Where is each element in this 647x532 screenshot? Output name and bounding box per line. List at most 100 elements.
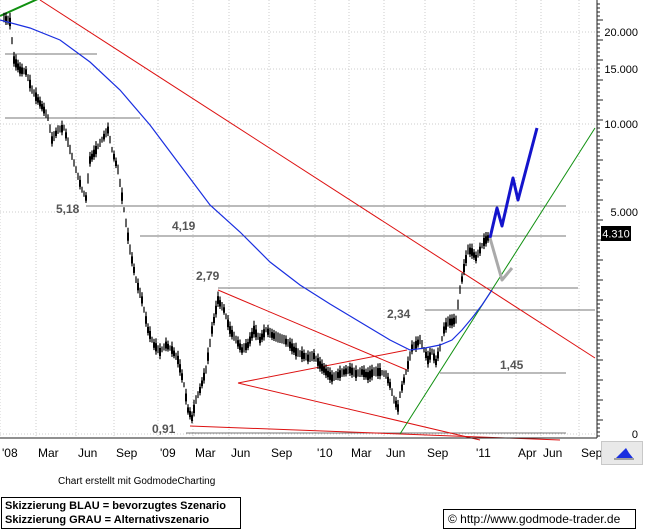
price-candle-body: [343, 369, 345, 375]
price-candle-body: [261, 333, 263, 340]
last-price-value: 4.310: [602, 229, 630, 241]
price-candle-body: [147, 326, 149, 333]
price-candle-body: [189, 410, 191, 418]
level-label: 0,91: [152, 422, 176, 436]
source-url[interactable]: © http://www.godmode-trader.de: [443, 509, 636, 529]
price-candle-body: [85, 195, 87, 201]
x-tick-label: '09: [160, 446, 176, 460]
price-candle-body: [291, 343, 293, 352]
level-label: 4,19: [172, 219, 196, 233]
price-candle-body: [469, 247, 471, 255]
price-candle-body: [193, 404, 195, 414]
price-candle-body: [21, 67, 23, 74]
price-candle-body: [253, 325, 255, 335]
scenarios: [488, 127, 539, 282]
price-candle-body: [191, 415, 193, 421]
price-candle-body: [367, 372, 369, 380]
price-candle-body: [15, 59, 17, 68]
price-candle-body: [79, 179, 81, 187]
x-tick-label: '10: [317, 446, 333, 460]
price-candle-body: [451, 318, 453, 326]
scenario-legend: Skizzierung BLAU = bevorzugtes Szenario …: [1, 497, 241, 529]
price-candle-body: [41, 104, 43, 110]
price-candle-body: [411, 344, 413, 352]
price-candle-body: [229, 326, 231, 334]
price-candle-body: [433, 353, 435, 361]
chart-navigation-button[interactable]: [601, 441, 643, 465]
price-candle-body: [29, 79, 31, 89]
x-tick-label: Jun: [78, 446, 97, 460]
price-candle-body: [355, 370, 357, 378]
x-tick-label: Sep: [116, 446, 138, 460]
price-candle-body: [427, 355, 429, 365]
price-candle-body: [329, 372, 331, 380]
price-candle-body: [187, 407, 189, 413]
price-candle-body: [207, 352, 209, 361]
x-tick-label: Mar: [351, 446, 372, 460]
price-candle-body: [141, 296, 143, 304]
price-candle-body: [483, 238, 485, 246]
price-candle-body: [89, 156, 91, 164]
price-candle-body: [55, 130, 57, 136]
level-labels: 5,18 4,19 2,79 2,34 1,45 0,91: [56, 202, 524, 436]
price-candle-body: [461, 276, 463, 282]
price-candle-body: [387, 376, 389, 384]
y-tick-label: 15.000: [604, 64, 638, 76]
price-candle-body: [319, 361, 321, 369]
moving-average: [0, 19, 493, 351]
price-candle-body: [339, 370, 341, 378]
price-candle-body: [425, 351, 427, 358]
price-candle-body: [65, 132, 67, 139]
x-axis-ticks: '08 Mar Jun Sep '09 Mar Jun Sep '10 Mar Jun Sep '11 A…: [2, 446, 603, 460]
price-candle-body: [113, 153, 115, 160]
red-trendline: [39, 0, 596, 359]
price-candle-body: [91, 153, 93, 160]
preferred-scenario-path: [488, 127, 539, 239]
price-candle-body: [227, 319, 229, 328]
price-candle-body: [445, 322, 447, 330]
price-candle-body: [159, 348, 161, 356]
price-candle-body: [485, 236, 487, 244]
price-candle-body: [475, 255, 477, 261]
y-axis-ticks: 20.000 15.000 10.000 5.000 0: [604, 27, 638, 441]
price-candle-body: [19, 66, 21, 74]
x-tick-label: Apr: [518, 446, 537, 460]
price-candle-body: [337, 372, 339, 378]
price-candle-body: [435, 359, 437, 365]
price-candle-body: [429, 352, 431, 360]
price-candle-body: [285, 338, 287, 345]
price-candle-body: [133, 267, 135, 273]
price-candle-body: [395, 400, 397, 408]
price-candle-body: [301, 351, 303, 359]
y-tick-label: 0: [632, 429, 638, 441]
price-candle-body: [203, 372, 205, 381]
axes: [0, 0, 603, 439]
price-candle-body: [61, 125, 63, 133]
price-candle-body: [137, 282, 139, 291]
green-topleft-line: [0, 0, 38, 17]
price-candle-body: [349, 366, 351, 374]
price-candle-body: [35, 92, 37, 101]
price-candle-body: [487, 235, 489, 241]
price-candle-body: [171, 346, 173, 354]
chart-credit: Chart erstellt mit GodmodeCharting: [58, 476, 216, 487]
chart-nav-arrow-icon: [614, 448, 634, 460]
price-candle-body: [9, 17, 11, 27]
price-candle-body: [107, 126, 109, 134]
price-candle-body: [471, 248, 473, 256]
y-tick-label: 20.000: [604, 27, 638, 39]
price-candle-body: [303, 353, 305, 359]
price-candle-body: [127, 232, 129, 241]
price-candle-body: [449, 318, 451, 326]
price-candle-body: [325, 368, 327, 376]
price-candle-body: [479, 246, 481, 254]
x-tick-label: '11: [476, 446, 491, 460]
horizontal-levels: [5, 53, 595, 434]
price-candle-body: [313, 352, 315, 360]
x-tick-label: Mar: [195, 446, 216, 460]
price-candle-body: [327, 370, 329, 378]
price-candle-body: [5, 16, 7, 23]
price-candle-body: [345, 368, 347, 375]
price-candle-body: [273, 333, 275, 339]
price-candle-body: [389, 382, 391, 388]
